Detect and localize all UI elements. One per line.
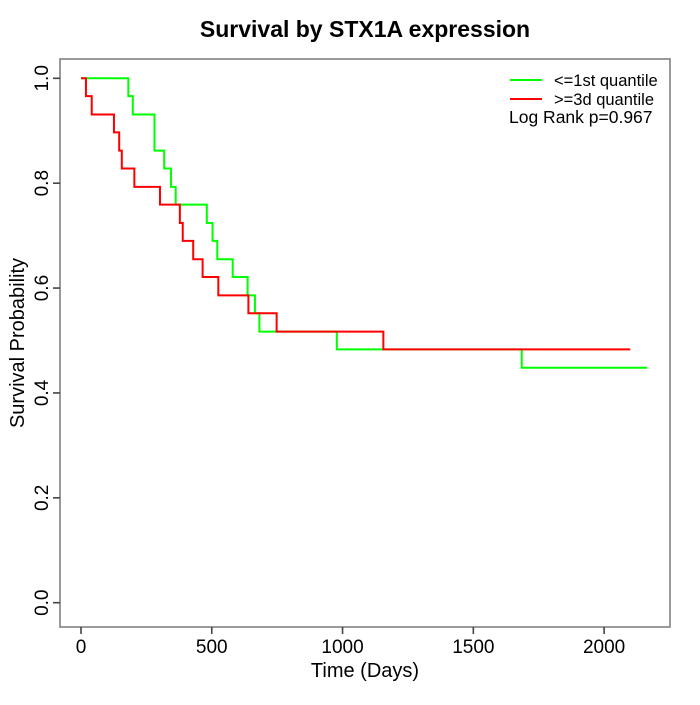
legend: <=1st quantile >=3d quantile Log Rank p=… (509, 72, 658, 127)
legend-label-first-quantile: <=1st quantile (554, 72, 658, 90)
log-rank-pvalue-text: Log Rank p=0.967 (509, 107, 653, 127)
y-tick-label: 0.2 (32, 485, 53, 511)
x-tick-label: 500 (196, 637, 228, 658)
x-axis-ticks: 0 500 1000 1500 2000 (76, 627, 625, 658)
x-tick-label: 0 (76, 637, 87, 658)
survival-curve-ge-3d-quantile (81, 77, 631, 351)
y-axis-title: Survival Probability (7, 258, 29, 428)
plot-title: Survival by STX1A expression (200, 16, 530, 42)
survival-curve-le-1st-quantile (81, 77, 648, 369)
y-tick-label: 0.8 (32, 170, 53, 196)
y-tick-label: 0.4 (32, 379, 53, 406)
x-tick-label: 2000 (583, 637, 625, 658)
x-tick-label: 1000 (321, 637, 363, 658)
x-tick-label: 1500 (452, 637, 494, 658)
plot-box (59, 58, 671, 628)
x-axis-title: Time (Days) (311, 660, 419, 682)
y-tick-label: 1.0 (32, 65, 53, 91)
y-axis-ticks: 0.0 0.2 0.4 0.6 0.8 1.0 (32, 65, 60, 616)
y-tick-label: 0.0 (32, 589, 53, 615)
y-tick-label: 0.6 (32, 275, 53, 301)
legend-label-third-quantile: >=3d quantile (554, 91, 654, 109)
